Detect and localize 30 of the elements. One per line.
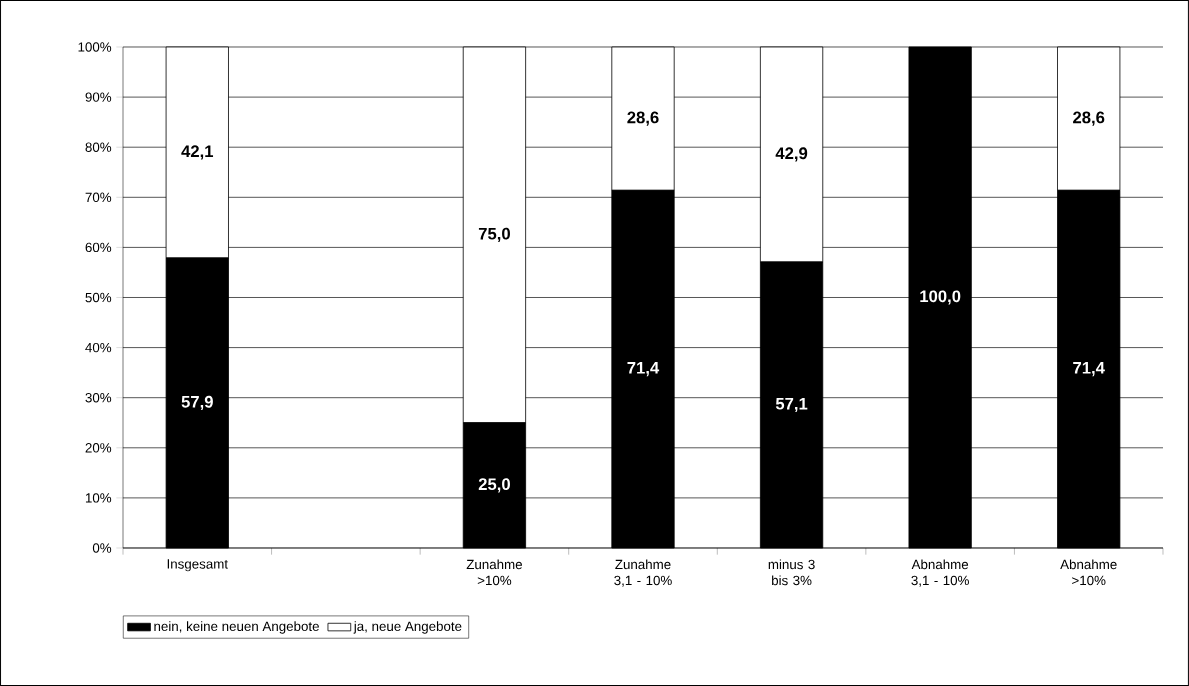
y-tick-label: 40% — [85, 342, 112, 353]
x-tick-label: Abnahme >10% — [1060, 559, 1117, 586]
data-label: 100,0 — [920, 290, 961, 305]
x-tick-label: Insgesamt — [167, 559, 228, 572]
data-label: 28,6 — [627, 111, 659, 126]
y-tick-label: 60% — [85, 242, 112, 253]
legend-label: ja, neue Angebote — [353, 621, 462, 634]
data-label: 71,4 — [627, 362, 660, 377]
y-tick-label: 10% — [85, 493, 112, 503]
data-label: 28,6 — [1073, 111, 1105, 126]
x-tick-label: Zunahme >10% — [466, 559, 522, 586]
data-label: 75,0 — [478, 227, 510, 242]
data-label: 42,1 — [181, 145, 214, 160]
data-label: 57,9 — [181, 395, 213, 411]
legend-label: nein, keine neuen Angebote — [154, 621, 319, 634]
y-tick-label: 100% — [78, 42, 112, 52]
y-tick-label: 0% — [92, 543, 112, 553]
data-label: 71,4 — [1073, 362, 1105, 377]
data-label: 42,9 — [775, 147, 808, 162]
y-tick-label: 80% — [85, 142, 112, 152]
y-tick-label: 30% — [85, 392, 112, 403]
x-tick-label: Zunahme 3,1 - 10% — [614, 559, 672, 587]
data-label: 25,0 — [478, 478, 510, 493]
data-label: 57,1 — [775, 397, 808, 412]
x-tick-label: minus 3 bis 3% — [768, 559, 815, 586]
y-tick-label: 50% — [85, 292, 112, 303]
y-tick-label: 70% — [85, 192, 112, 203]
y-tick-label: 20% — [85, 443, 112, 453]
y-tick-label: 90% — [85, 92, 112, 102]
x-tick-label: Abnahme 3,1 - 10% — [911, 559, 969, 587]
